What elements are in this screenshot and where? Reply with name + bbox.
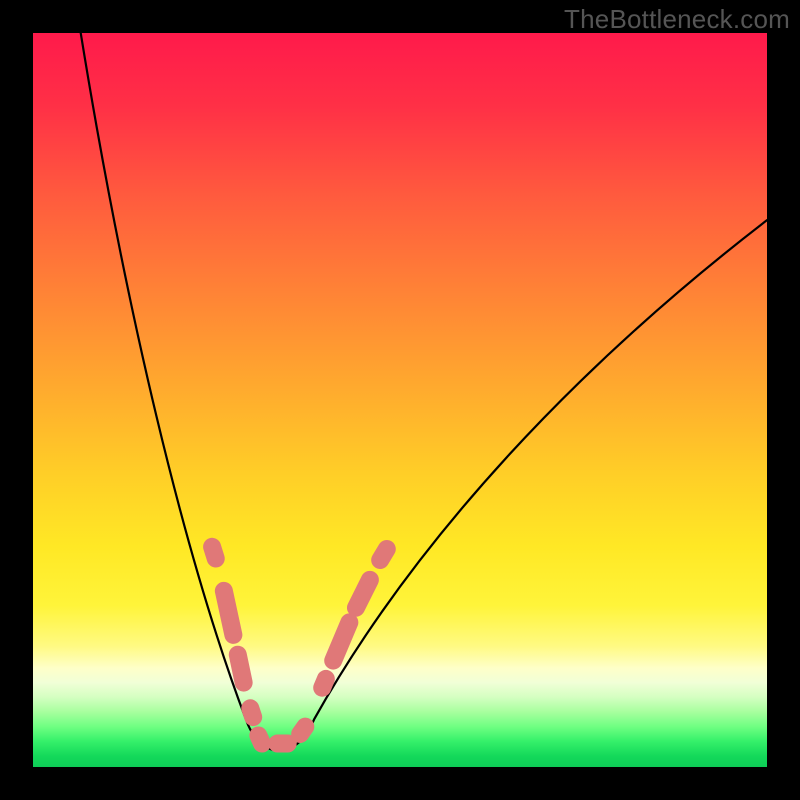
gradient-background <box>33 33 767 767</box>
chart-frame: TheBottleneck.com <box>0 0 800 800</box>
marker-capsule <box>224 591 234 635</box>
marker-capsule <box>258 735 262 743</box>
marker-capsule <box>238 655 244 683</box>
marker-capsule <box>380 549 387 560</box>
marker-capsule <box>250 708 253 717</box>
marker-capsule <box>356 580 370 608</box>
marker-capsule <box>212 547 216 559</box>
plot-area <box>33 33 767 767</box>
marker-capsule <box>322 679 326 688</box>
plot-svg <box>33 33 767 767</box>
marker-capsule <box>300 727 305 734</box>
watermark-text: TheBottleneck.com <box>564 4 790 35</box>
